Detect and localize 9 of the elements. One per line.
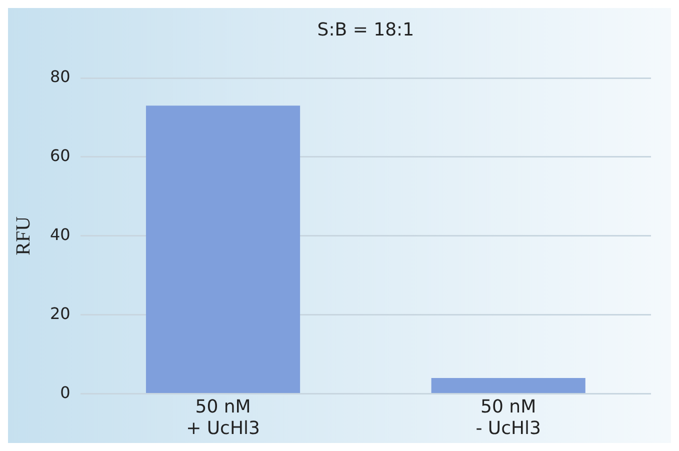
y-tick-label: 40 <box>50 225 70 244</box>
y-tick-label: 20 <box>50 304 70 324</box>
y-tick-label: 80 <box>50 67 70 86</box>
y-axis-title: RFU <box>12 216 34 256</box>
y-tick-label: 60 <box>50 146 70 166</box>
text: S:B = 18:1 <box>317 20 414 41</box>
x-tick-label: 50 nM + UcHl3 <box>186 396 260 439</box>
x-tick-label: 50 nM - UcHl3 <box>476 396 541 439</box>
y-tick-label: 0 <box>60 382 70 402</box>
